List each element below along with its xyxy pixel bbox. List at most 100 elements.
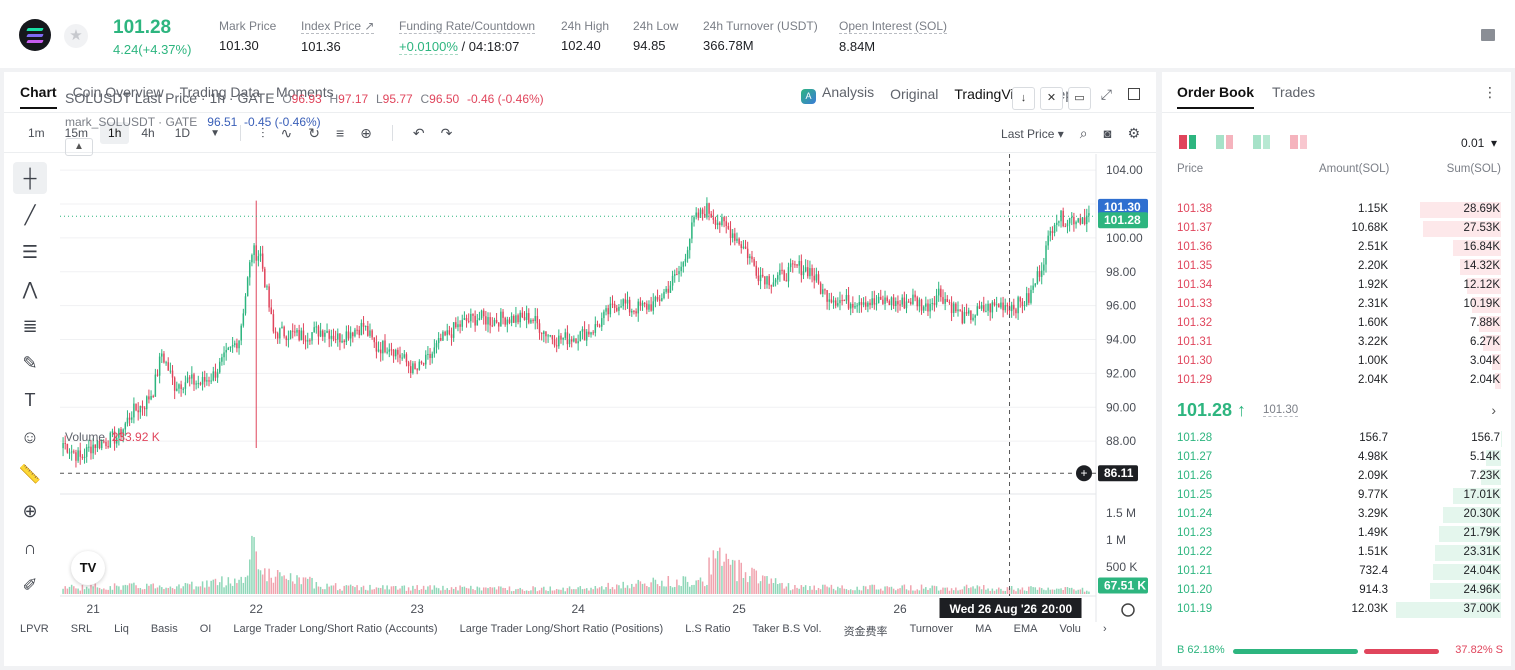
tab-chart[interactable]: Chart (20, 84, 57, 109)
fib-tool-icon[interactable]: ≣ (22, 315, 38, 336)
indicator-turnover[interactable]: Turnover (909, 623, 954, 635)
text-tool-icon[interactable]: T (24, 389, 36, 410)
brush-tool-icon[interactable]: ✎ (22, 352, 38, 373)
candle-body (92, 444, 94, 454)
ask-row[interactable]: 101.29 2.04K 2.04K (1162, 371, 1511, 390)
emoji-tool-icon[interactable]: ☺ (20, 426, 40, 447)
expand-icon[interactable]: ⤢ (1100, 85, 1112, 102)
bid-row[interactable]: 101.22 1.51K 23.31K (1162, 543, 1511, 562)
bid-row[interactable]: 101.21 732.4 24.04K (1162, 562, 1511, 581)
collapse-legend-button[interactable]: ▲ (65, 138, 93, 156)
maximize-pane-icon[interactable]: ▭ (1068, 87, 1091, 110)
interval-dropdown-icon[interactable]: ▼ (210, 127, 220, 139)
interval-1m[interactable]: 1m (28, 126, 45, 140)
crosshair-tool-icon[interactable]: ┼ (13, 162, 47, 194)
tab-trading-data[interactable]: Trading Data (179, 84, 261, 100)
horizontal-lines-tool-icon[interactable]: ☰ (21, 241, 39, 262)
interval-1h[interactable]: 1h (100, 122, 130, 144)
indicator-next-icon[interactable]: › (1102, 623, 1107, 635)
indicator-oi[interactable]: OI (199, 623, 212, 635)
tab-moments[interactable]: Moments (276, 84, 334, 100)
redo-icon[interactable]: ↷ (440, 124, 453, 141)
ruler-tool-icon[interactable]: 📏 (18, 463, 42, 484)
tab-original[interactable]: Original (890, 86, 939, 102)
search-icon[interactable]: ⌕ (1079, 125, 1088, 141)
pencil-lock-icon[interactable]: ✐ (22, 574, 38, 595)
indicator-srl[interactable]: SRL (70, 623, 93, 635)
ask-row[interactable]: 101.34 1.92K 12.12K (1162, 276, 1511, 295)
stat-index-price[interactable]: Index Price ↗ 101.36 (301, 19, 375, 54)
price-source-select[interactable]: Last Price ▾ (1001, 126, 1064, 141)
pattern-tool-icon[interactable]: ⋀ (22, 278, 38, 299)
favorite-star-icon[interactable]: ★ (64, 24, 88, 48)
refresh-icon[interactable]: ↻ (308, 124, 320, 141)
price-chart[interactable]: +104.00102.00100.0098.0096.0094.0092.009… (4, 72, 1156, 666)
indicator-large-trader-accounts[interactable]: Large Trader Long/Short Ratio (Accounts) (233, 623, 438, 635)
ask-row[interactable]: 101.38 1.15K 28.69K (1162, 200, 1511, 219)
bid-row[interactable]: 101.23 1.49K 21.79K (1162, 524, 1511, 543)
ask-row[interactable]: 101.31 3.22K 6.27K (1162, 333, 1511, 352)
zoom-tool-icon[interactable]: ⊕ (22, 500, 38, 521)
more-icon[interactable]: ⋮ (1483, 84, 1497, 100)
ask-row[interactable]: 101.33 2.31K 10.19K (1162, 295, 1511, 314)
interval-1d[interactable]: 1D (174, 126, 191, 140)
volume-bar (146, 583, 148, 594)
bid-row[interactable]: 101.28 156.7 156.7 (1162, 429, 1511, 448)
camera-icon[interactable]: ◙ (1103, 126, 1112, 141)
ask-row[interactable]: 101.32 1.60K 7.88K (1162, 314, 1511, 333)
indicator-ema[interactable]: EMA (1013, 623, 1038, 635)
indicator-taker-bs-vol[interactable]: Taker B.S Vol. (752, 623, 822, 635)
tradingview-logo[interactable]: TV (71, 551, 105, 585)
indicator-ma[interactable]: MA (975, 623, 992, 635)
trendline-tool-icon[interactable]: ╱ (24, 204, 36, 225)
ask-row[interactable]: 101.35 2.20K 14.32K (1162, 257, 1511, 276)
ask-row[interactable]: 101.30 1.00K 3.04K (1162, 352, 1511, 371)
indicator-volume[interactable]: Volu (1059, 623, 1081, 635)
view-bids-icon[interactable] (1253, 135, 1270, 149)
volume-bar (369, 584, 371, 594)
crosshair-price-tag: 86.11 (1104, 466, 1134, 480)
tab-order-book[interactable]: Order Book (1177, 84, 1255, 109)
indicators-icon[interactable]: ∿ (280, 124, 293, 141)
gear-icon[interactable]: ⚙ (1127, 125, 1140, 141)
view-asks-icon[interactable] (1290, 135, 1307, 149)
view-both-icon[interactable] (1179, 135, 1196, 149)
bid-row[interactable]: 101.19 12.03K 37.00K (1162, 600, 1511, 619)
candle-type-icon[interactable]: ⫶ (260, 124, 265, 141)
bid-row[interactable]: 101.24 3.29K 20.30K (1162, 505, 1511, 524)
tab-trades[interactable]: Trades (1272, 84, 1316, 100)
bid-row[interactable]: 101.20 914.3 24.96K (1162, 581, 1511, 600)
magnet-tool-icon[interactable]: ∩ (23, 537, 37, 558)
bid-row[interactable]: 101.25 9.77K 17.01K (1162, 486, 1511, 505)
indicator-lpvr[interactable]: LPVR (20, 623, 49, 635)
fullscreen-icon[interactable] (1128, 88, 1140, 100)
interval-4h[interactable]: 4h (141, 126, 155, 140)
ask-row[interactable]: 101.36 2.51K 16.84K (1162, 238, 1511, 257)
chevron-right-icon[interactable]: › (1491, 402, 1496, 418)
indicator-basis[interactable]: Basis (150, 623, 178, 635)
add-indicator-icon[interactable]: ⊕ (360, 124, 372, 141)
indicator-liq[interactable]: Liq (114, 623, 129, 635)
tab-coin-overview[interactable]: Coin Overview (72, 84, 164, 100)
book-icon[interactable] (1481, 29, 1495, 41)
indicator-ls-ratio[interactable]: L.S Ratio (685, 623, 731, 635)
undo-icon[interactable]: ↶ (412, 124, 425, 141)
indicator-large-trader-positions[interactable]: Large Trader Long/Short Ratio (Positions… (459, 623, 664, 635)
tab-analysis[interactable]: A Analysis (801, 84, 874, 104)
indicator-funding-rate[interactable]: 资金费率 (843, 626, 888, 638)
volume-bar (322, 589, 324, 594)
view-both-alt-icon[interactable] (1216, 135, 1233, 149)
candle-body (195, 383, 197, 385)
volume-bar (798, 588, 800, 594)
bid-row[interactable]: 101.26 2.09K 7.23K (1162, 467, 1511, 486)
templates-icon[interactable]: ≡ (335, 125, 345, 141)
candle-body (111, 431, 114, 433)
scroll-down-icon[interactable]: ↓ (1012, 87, 1035, 110)
ask-row[interactable]: 101.37 10.68K 27.53K (1162, 219, 1511, 238)
shrink-icon[interactable]: ✕ (1040, 87, 1063, 110)
volume-bar (963, 586, 966, 594)
bid-row[interactable]: 101.27 4.98K 5.14K (1162, 448, 1511, 467)
interval-15m[interactable]: 15m (64, 126, 89, 140)
precision-select[interactable]: 0.01 ▾ (1460, 136, 1497, 150)
volume-bar (392, 586, 395, 594)
